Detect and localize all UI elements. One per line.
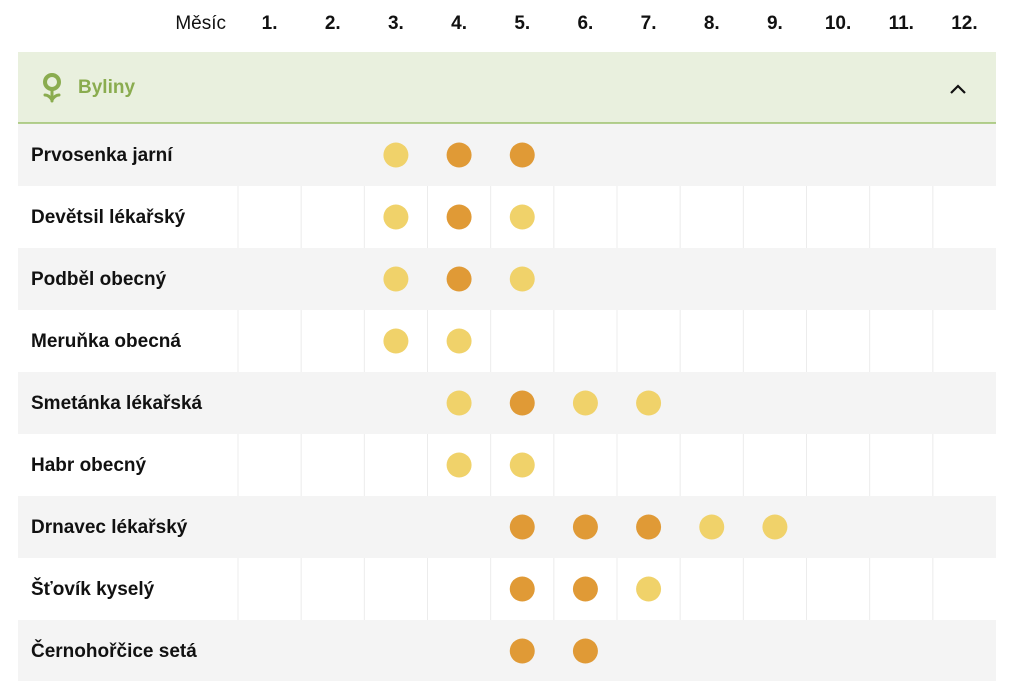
row-background [18, 124, 996, 186]
row-background [18, 372, 996, 434]
pollen-dot [383, 328, 409, 354]
section-title: Byliny [78, 77, 135, 98]
pollen-dot [636, 576, 662, 602]
table-row: Habr obecný [31, 434, 934, 496]
month-header: 6. [577, 13, 593, 34]
section-background [18, 52, 996, 123]
month-header: 3. [388, 13, 404, 34]
month-header: 1. [262, 13, 278, 34]
plant-name: Smetánka lékařská [31, 393, 203, 414]
table-row: Černohořčice setá [18, 620, 996, 682]
pollen-dot [572, 514, 598, 540]
pollen-dot [446, 390, 472, 416]
plant-name: Šťovík kyselý [31, 578, 155, 600]
month-header: 4. [451, 13, 467, 34]
plant-name: Drnavec lékařský [31, 517, 188, 538]
pollen-dot [509, 576, 535, 602]
flower-icon [43, 73, 61, 103]
month-header: 2. [325, 13, 341, 34]
month-header: 9. [767, 13, 783, 34]
pollen-dot [446, 328, 472, 354]
plant-name: Podběl obecný [31, 269, 167, 290]
pollen-dot [572, 638, 598, 664]
table-row: Podběl obecný [18, 248, 996, 310]
table-row: Šťovík kyselý [31, 558, 934, 620]
month-header: 10. [825, 13, 851, 34]
pollen-dot [509, 142, 535, 168]
pollen-dot [509, 204, 535, 230]
pollen-dot [509, 514, 535, 540]
collapse-chevron[interactable] [950, 84, 966, 94]
plant-name: Prvosenka jarní [31, 145, 173, 166]
table-row: Prvosenka jarní [18, 124, 996, 186]
pollen-dot [446, 452, 472, 478]
pollen-dot [446, 266, 472, 292]
row-background [18, 248, 996, 310]
plant-name: Meruňka obecná [31, 331, 181, 352]
month-header: 5. [514, 13, 530, 34]
plant-name: Devětsil lékařský [31, 207, 186, 228]
pollen-dot [446, 204, 472, 230]
pollen-dot [636, 390, 662, 416]
pollen-dot [383, 142, 409, 168]
pollen-dot [636, 514, 662, 540]
pollen-dot [509, 452, 535, 478]
pollen-dot [572, 576, 598, 602]
month-header: 11. [889, 13, 914, 34]
month-header: 8. [704, 13, 720, 34]
plant-name: Habr obecný [31, 455, 147, 476]
plant-name: Černohořčice setá [31, 640, 197, 662]
table-row: Devětsil lékařský [31, 186, 934, 248]
pollen-dot [762, 514, 788, 540]
table-row: Drnavec lékařský [18, 496, 996, 558]
row-background [18, 496, 996, 558]
section-header[interactable]: Byliny [18, 52, 996, 124]
pollen-dot [509, 266, 535, 292]
pollen-dot [446, 142, 472, 168]
pollen-dot [509, 390, 535, 416]
month-header: 12. [951, 13, 977, 34]
pollen-dot [383, 204, 409, 230]
pollen-dot [699, 514, 725, 540]
pollen-dot [509, 638, 535, 664]
pollen-dot [383, 266, 409, 292]
pollen-dot [572, 390, 598, 416]
table-row: Smetánka lékařská [18, 372, 996, 434]
month-header-label: Měsíc [175, 13, 226, 34]
month-header: 7. [641, 13, 657, 34]
table-row: Meruňka obecná [31, 310, 934, 372]
row-background [18, 620, 996, 682]
